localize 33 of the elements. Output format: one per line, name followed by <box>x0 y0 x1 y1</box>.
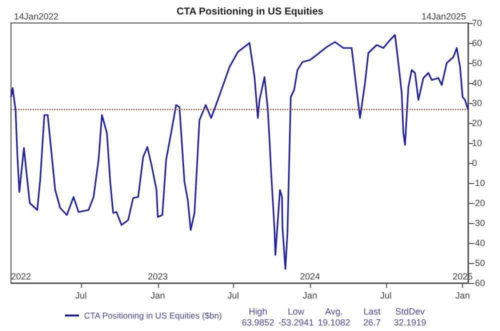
y-tick-label: -50 <box>472 258 486 268</box>
line-series <box>10 34 469 270</box>
x-tick-label: Jan <box>150 290 166 300</box>
y-tick-label: -60 <box>472 278 486 288</box>
x-tick-label: Jul <box>75 290 87 300</box>
y-tick-label: -30 <box>472 218 486 228</box>
x-tick-label: Jan <box>302 290 318 300</box>
x2-tick-label: 2022 <box>11 272 32 282</box>
y-tick-label: 60 <box>472 38 482 48</box>
y-tick-label: -10 <box>472 178 486 188</box>
y-tick-label: -40 <box>472 238 486 248</box>
text: High 63.9852 <box>242 306 274 328</box>
x2-tick-label: 2024 <box>300 272 320 282</box>
y-tick-label: 40 <box>472 78 482 88</box>
text: 14Jan2022 <box>14 12 59 22</box>
x-tick-label: Jul <box>227 290 240 300</box>
text: Low -53.2941 <box>278 306 314 328</box>
y-tick-label: 20 <box>472 118 482 128</box>
y-tick-label: 10 <box>472 138 482 148</box>
legend-label: CTA Positioning in US Equities ($bn) <box>84 310 222 320</box>
x-tick-label: Jan <box>455 290 470 300</box>
y-tick-label: 0 <box>472 158 478 168</box>
y-tick-label: 70 <box>472 18 482 28</box>
x-tick-label: Jul <box>380 290 392 300</box>
text: Avg. 19.1082 <box>318 306 350 328</box>
y-tick-label: 30 <box>472 98 482 108</box>
chart-title: CTA Positioning in US Equities <box>176 6 324 18</box>
y-tick-label: -20 <box>472 198 486 208</box>
x2-tick-label: 2023 <box>148 272 168 282</box>
text: 14Jan2025 <box>421 12 466 22</box>
y-tick-label: 50 <box>472 58 482 68</box>
text: Last 26.7 <box>363 306 382 328</box>
text: StdDev 32.1919 <box>394 306 426 328</box>
